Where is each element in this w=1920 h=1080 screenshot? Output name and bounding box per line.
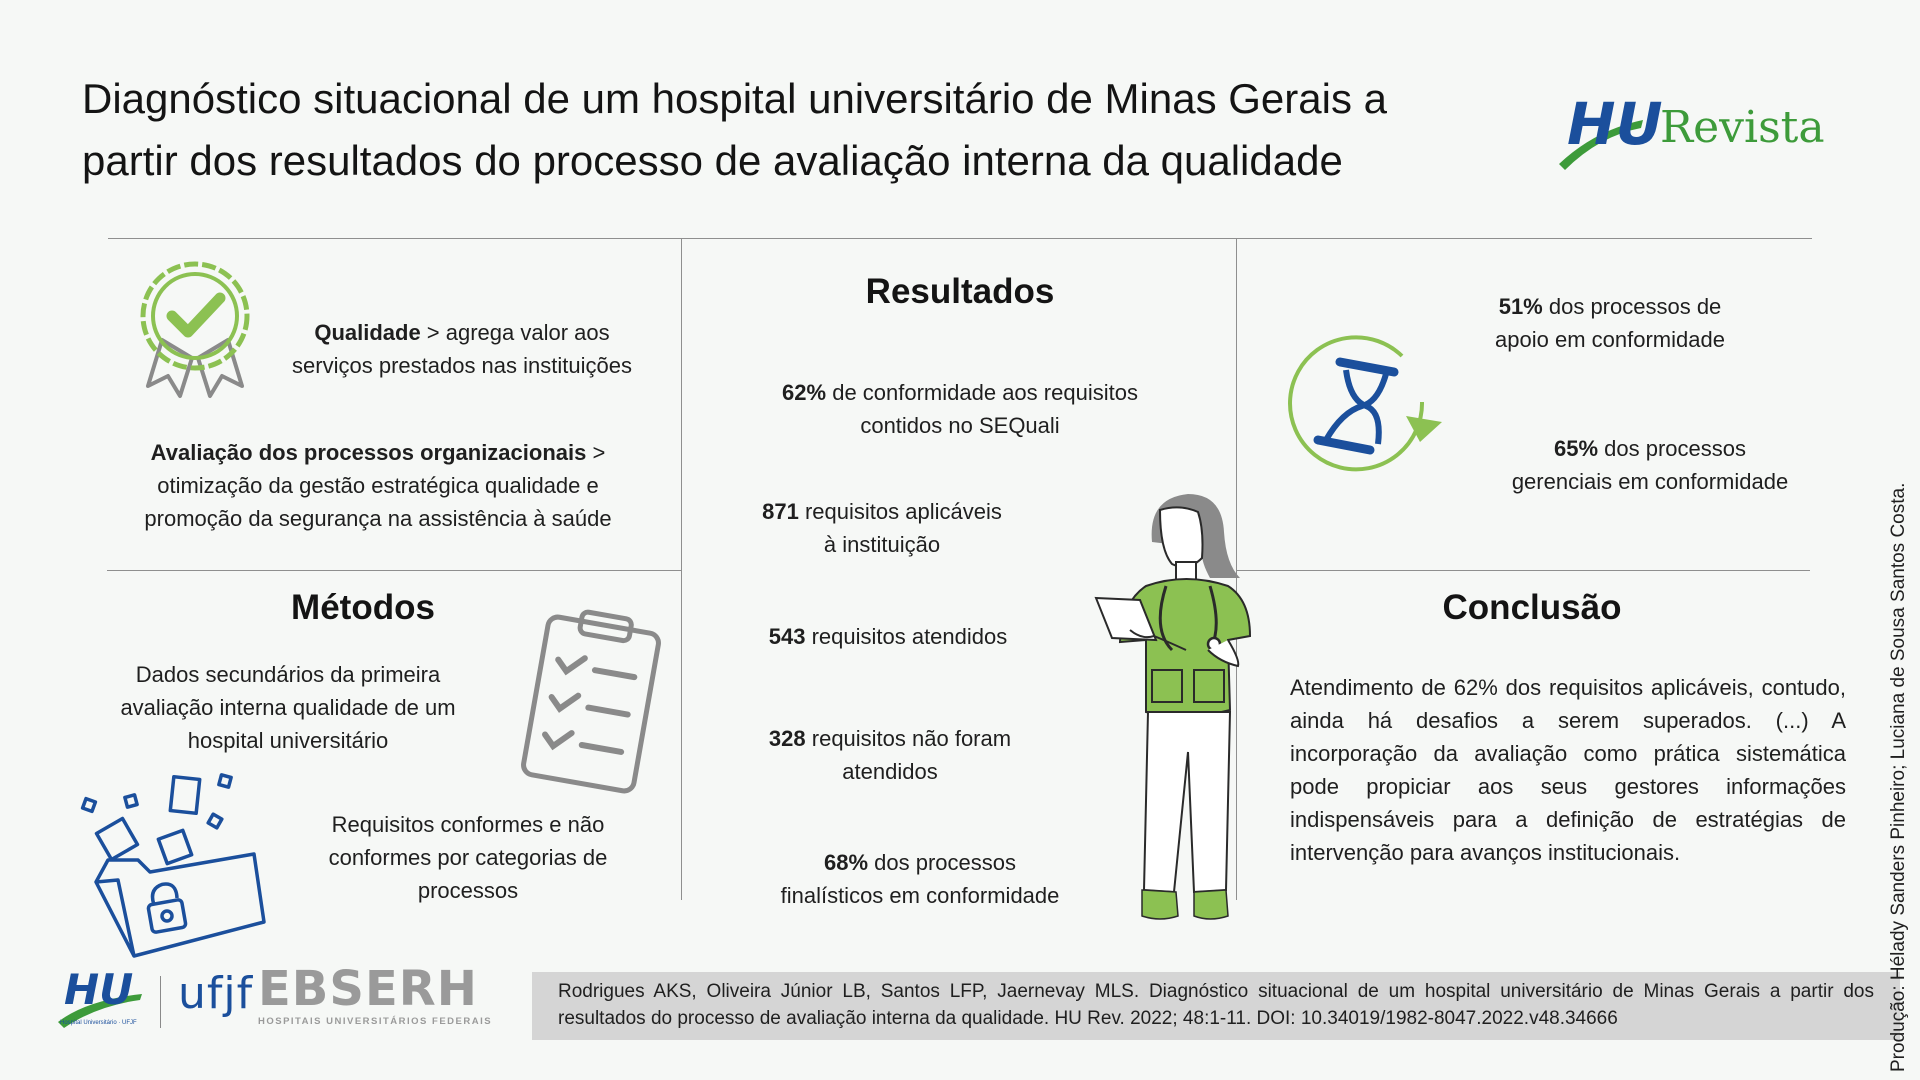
ufjf-logo: ufjf xyxy=(178,968,254,1019)
stat-apoio-rest: dos processos de xyxy=(1542,294,1722,319)
resultado-4-rest: requisitos não foram xyxy=(805,726,1012,751)
metodos-item1-line3: hospital universitário xyxy=(187,728,389,753)
metodos-item2: Requisitos conformes e não conformes por… xyxy=(280,808,656,907)
resultados-title: Resultados xyxy=(865,272,1055,311)
stat-gerenciais-line2: gerenciais em conformidade xyxy=(1511,469,1789,494)
hu-footer-swoosh-icon xyxy=(58,994,142,1028)
metodos-item1-line2: avaliação interna qualidade de um xyxy=(120,695,456,720)
hu-revista-logo: HU Revista xyxy=(1555,92,1855,172)
page-title-line2: partir dos resultados do processo de ava… xyxy=(82,137,1343,184)
qualidade-line2: serviços prestados nas instituições xyxy=(292,353,632,378)
clipboard-checklist-icon xyxy=(521,609,661,794)
qualidade-rest: > agrega valor aos xyxy=(420,320,610,345)
avaliacao-line2: otimização da gestão estratégica qualida… xyxy=(157,473,599,498)
avaliacao-line3: promoção da segurança na assistência à s… xyxy=(144,506,612,531)
ebserh-logo-text: EBSERH xyxy=(258,961,478,1017)
resultado-3-rest: requisitos atendidos xyxy=(805,624,1008,649)
qualidade-bold: Qualidade xyxy=(314,320,421,345)
right-column-divider xyxy=(1236,238,1237,900)
resultado-3: 543 requisitos atendidos xyxy=(700,620,1076,653)
metodos-item2-line2: conformes por categorias de xyxy=(328,845,608,870)
folder-documents-icon xyxy=(80,773,266,958)
stat-apoio-line2: apoio em conformidade xyxy=(1495,327,1725,352)
citation-box: Rodrigues AKS, Oliveira Júnior LB, Santo… xyxy=(532,972,1900,1040)
resultado-2-line2: à instituição xyxy=(823,532,941,557)
stat-gerenciais: 65% dos processos gerenciais em conformi… xyxy=(1480,432,1820,498)
logo-swoosh-icon xyxy=(1559,120,1643,170)
logo-revista-text: Revista xyxy=(1660,102,1825,153)
page-title-line1: Diagnóstico situacional de um hospital u… xyxy=(82,75,1387,122)
resultado-4-line2: atendidos xyxy=(842,759,938,784)
conclusao-title: Conclusão xyxy=(1442,588,1622,627)
resultado-5-line2: finalísticos em conformidade xyxy=(780,883,1060,908)
stat-gerenciais-rest: dos processos xyxy=(1598,436,1746,461)
ebserh-logo-subtext: HOSPITAIS UNIVERSITÁRIOS FEDERAIS xyxy=(258,1016,493,1027)
resultado-4-bold: 328 xyxy=(768,726,806,751)
logo-separator xyxy=(160,976,161,1028)
metodos-item1: Dados secundários da primeira avaliação … xyxy=(88,658,488,757)
hu-footer-text: HU xyxy=(64,965,134,1014)
resultado-1-rest: de conformidade aos requisitos xyxy=(826,380,1138,405)
page-title: Diagnóstico situacional de um hospital u… xyxy=(82,68,1562,192)
left-column-divider xyxy=(681,238,682,900)
resultado-5: 68% dos processos finalísticos em confor… xyxy=(730,846,1110,912)
resultado-2-bold: 871 xyxy=(762,499,799,524)
left-middle-divider xyxy=(107,570,681,571)
resultado-2-rest: requisitos aplicáveis xyxy=(798,499,1002,524)
resultado-3-bold: 543 xyxy=(768,624,806,649)
nurse-illustration-icon xyxy=(1094,494,1252,920)
resultado-5-rest: dos processos xyxy=(868,850,1016,875)
hourglass-cycle-icon xyxy=(1288,335,1442,472)
top-divider xyxy=(108,238,1812,239)
metodos-item2-line1: Requisitos conformes e não xyxy=(331,812,605,837)
hu-footer-subtext: Hospital Universitário · UFJF xyxy=(60,1020,137,1026)
resultado-1: 62% de conformidade aos requisitos conti… xyxy=(700,376,1220,442)
stat-apoio-bold: 51% xyxy=(1498,294,1543,319)
resultado-4: 328 requisitos não foram atendidos xyxy=(700,722,1080,788)
logo-hu-text: HU xyxy=(1567,90,1663,158)
qualidade-text: Qualidade > agrega valor aos serviços pr… xyxy=(262,316,662,382)
avaliacao-text: Avaliação dos processos organizacionais … xyxy=(108,436,648,535)
ebserh-logo: EBSERH HOSPITAIS UNIVERSITÁRIOS FEDERAIS xyxy=(258,962,498,1028)
avaliacao-bold: Avaliação dos processos organizacionais xyxy=(150,440,587,465)
metodos-title: Métodos xyxy=(291,588,435,627)
avaliacao-rest: > xyxy=(586,440,606,465)
metodos-item1-line1: Dados secundários da primeira xyxy=(135,662,441,687)
resultado-1-bold: 62% xyxy=(782,380,827,405)
quality-badge-icon xyxy=(140,261,250,398)
metodos-item2-line3: processos xyxy=(417,878,519,903)
right-middle-divider xyxy=(1236,570,1810,571)
resultado-5-bold: 68% xyxy=(823,850,869,875)
resultado-1-line2: contidos no SEQuali xyxy=(860,413,1060,438)
production-credit: Produção: Hélady Sanders Pinheiro; Lucia… xyxy=(1888,482,1909,1072)
conclusao-text: Atendimento de 62% dos requisitos aplicá… xyxy=(1290,675,1846,865)
hu-footer-logo: HU Hospital Universitário · UFJF xyxy=(56,966,146,1030)
stat-apoio: 51% dos processos de apoio em conformida… xyxy=(1440,290,1780,356)
stat-gerenciais-bold: 65% xyxy=(1553,436,1599,461)
resultado-2: 871 requisitos aplicáveis à instituição xyxy=(700,495,1064,561)
